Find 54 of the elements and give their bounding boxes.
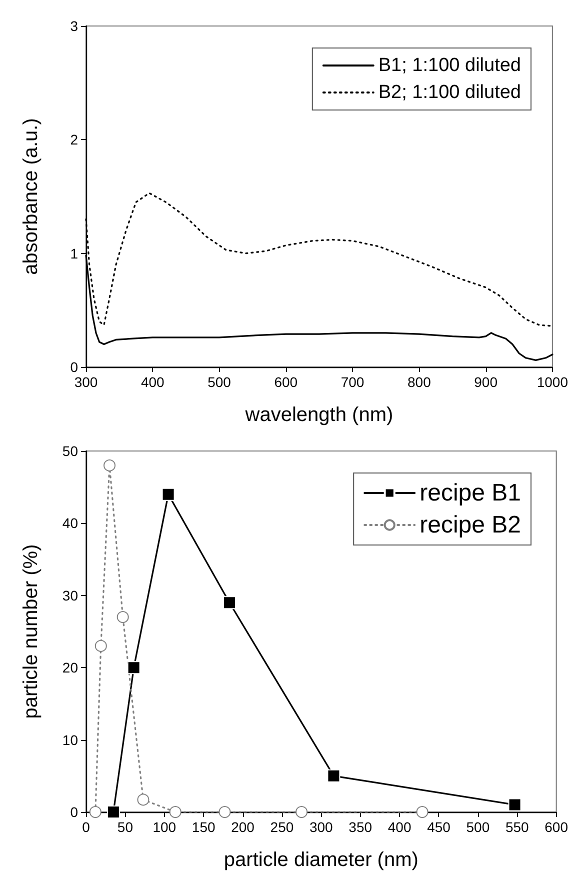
x-tick-label: 400 — [140, 374, 165, 390]
y-tick-label: 30 — [62, 587, 78, 604]
x-tick-label: 300 — [309, 819, 334, 835]
point — [508, 798, 522, 812]
y-axis-title: absorbance (a.u.) — [20, 118, 42, 275]
point — [169, 806, 182, 818]
point — [89, 806, 102, 818]
x-tick-label: 200 — [231, 819, 255, 835]
legend-label: B1; 1:100 diluted — [378, 55, 522, 76]
point — [106, 806, 120, 818]
x-tick-label: 600 — [274, 374, 298, 390]
x-axis-title: particle diameter (nm) — [224, 849, 418, 871]
y-tick-label: 2 — [70, 132, 78, 148]
x-tick-label: 300 — [74, 374, 98, 390]
point — [222, 596, 236, 610]
y-tick-label: 3 — [70, 18, 78, 34]
point — [296, 806, 308, 818]
point — [162, 488, 175, 501]
legend-label: recipe B2 — [420, 512, 521, 538]
x-tick-label: 500 — [466, 819, 490, 835]
x-tick-label: 400 — [388, 819, 412, 835]
point — [327, 769, 340, 782]
legend-label: recipe B1 — [420, 480, 521, 506]
y-tick-label: 10 — [62, 732, 78, 748]
x-tick-label: 1000 — [536, 374, 568, 390]
point — [218, 806, 231, 818]
legend-label: B2; 1:100 diluted — [378, 82, 522, 103]
point — [116, 611, 129, 624]
x-tick-label: 500 — [208, 374, 232, 390]
x-tick-label: 550 — [505, 819, 530, 835]
x-tick-label: 800 — [407, 374, 432, 390]
y-tick-label: 40 — [62, 515, 78, 532]
y-tick-label: 0 — [70, 359, 78, 375]
point — [416, 806, 428, 818]
x-tick-label: 450 — [427, 819, 451, 835]
x-tick-label: 600 — [544, 819, 568, 835]
point — [104, 459, 116, 472]
point — [94, 640, 107, 652]
y-tick-label: 0 — [70, 804, 78, 820]
point — [137, 794, 150, 806]
x-tick-label: 250 — [270, 819, 294, 835]
x-tick-label: 700 — [340, 374, 364, 390]
x-axis-title: wavelength (nm) — [244, 404, 394, 426]
x-tick-label: 50 — [117, 819, 134, 835]
y-tick-label: 1 — [70, 245, 78, 262]
x-tick-label: 0 — [82, 819, 90, 835]
x-tick-label: 100 — [152, 819, 176, 835]
y-tick-label: 50 — [62, 443, 78, 459]
y-axis-title: particle number (%) — [20, 544, 42, 719]
x-tick-label: 900 — [474, 374, 498, 390]
x-tick-label: 150 — [192, 819, 216, 835]
y-tick-label: 20 — [62, 660, 78, 676]
point — [127, 661, 140, 674]
x-tick-label: 350 — [348, 819, 372, 835]
